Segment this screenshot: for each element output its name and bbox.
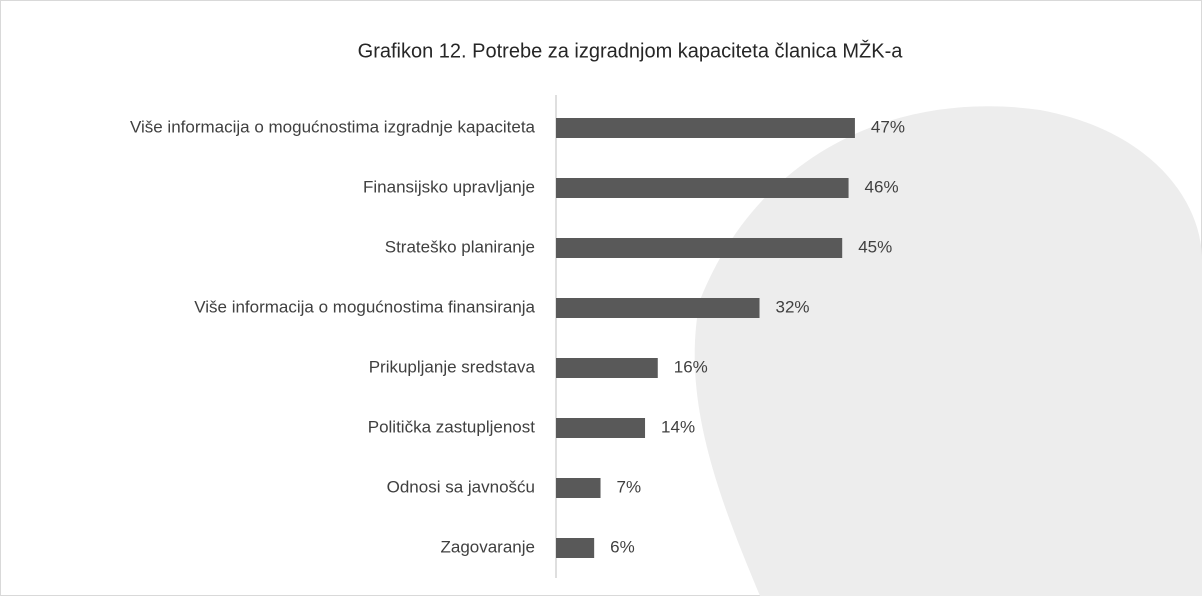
category-label: Više informacija o mogućnostima izgradnj… bbox=[130, 117, 536, 136]
category-label: Finansijsko upravljanje bbox=[363, 177, 535, 196]
value-label: 32% bbox=[776, 297, 810, 316]
value-label: 6% bbox=[610, 537, 635, 556]
bar bbox=[556, 418, 646, 438]
bar bbox=[556, 298, 760, 318]
value-label: 14% bbox=[661, 417, 695, 436]
value-label: 45% bbox=[858, 237, 892, 256]
bar bbox=[556, 358, 658, 378]
value-label: 16% bbox=[674, 357, 708, 376]
category-label: Strateško planiranje bbox=[385, 237, 535, 256]
value-label: 46% bbox=[865, 177, 899, 196]
bar bbox=[556, 238, 843, 258]
value-label: 7% bbox=[617, 477, 642, 496]
category-label: Odnosi sa javnošću bbox=[387, 477, 535, 496]
category-label: Politička zastupljenost bbox=[368, 417, 536, 436]
watermark bbox=[694, 106, 1202, 597]
bar bbox=[556, 178, 849, 198]
category-label: Zagovaranje bbox=[440, 537, 535, 556]
bar bbox=[556, 478, 601, 498]
category-label: Više informacija o mogućnostima finansir… bbox=[194, 297, 535, 316]
value-label: 47% bbox=[871, 117, 905, 136]
category-label: Prikupljanje sredstava bbox=[369, 357, 536, 376]
chart-title: Grafikon 12. Potrebe za izgradnjom kapac… bbox=[358, 39, 904, 62]
bar bbox=[556, 118, 855, 138]
bar bbox=[556, 538, 595, 558]
